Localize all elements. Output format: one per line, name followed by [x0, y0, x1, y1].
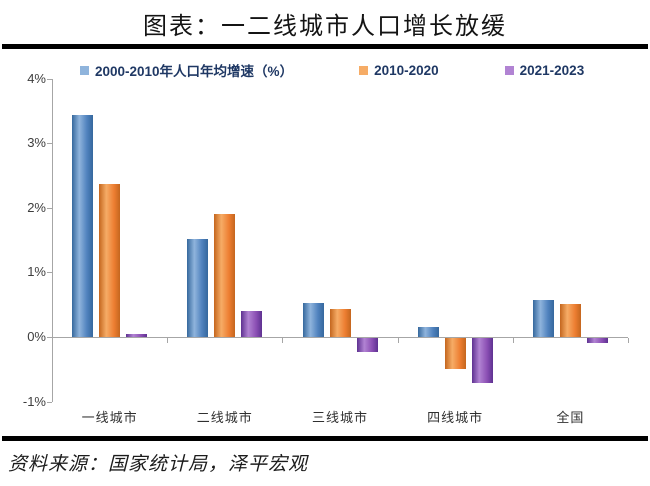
- category-axis-tick: [52, 338, 53, 343]
- bar-0-1: [187, 238, 209, 337]
- x-axis-label: 三线城市: [311, 411, 368, 426]
- y-axis-tick: [47, 143, 52, 145]
- bar-0-4: [532, 300, 554, 337]
- bar-2-2: [356, 338, 378, 352]
- legend-swatch-icon: [80, 65, 89, 75]
- bar-1-3: [444, 338, 466, 369]
- category-axis-tick: [282, 338, 283, 343]
- bar-0-2: [302, 303, 324, 337]
- y-axis-label: 3%: [27, 135, 46, 151]
- legend: 2000-2010年人口年均增速（%） 2010-2020 2021-2023: [80, 60, 584, 80]
- y-axis-label: -1%: [22, 393, 46, 409]
- legend-item: 2021-2023: [504, 62, 585, 78]
- bar-2-3: [471, 338, 493, 384]
- legend-label: 2010-2020: [374, 62, 439, 78]
- category-axis-tick: [513, 338, 514, 343]
- y-axis-tick: [47, 401, 52, 403]
- x-axis-label: 全国: [556, 411, 585, 426]
- legend-item: 2010-2020: [359, 63, 439, 78]
- x-axis-label: 二线城市: [196, 411, 253, 426]
- plot-area: 4% 3% 2% 1% 0% -1% 一线城市 二线城市 三线城市 四线城市 全国: [23, 71, 629, 426]
- chart-title: 图表：一二线城市人口增长放缓: [143, 12, 507, 40]
- bar-1-1: [214, 213, 236, 337]
- bar-2-0: [126, 333, 148, 337]
- legend-item: 2000-2010年人口年均增速（%）: [80, 60, 293, 80]
- y-axis-label: 4%: [27, 70, 46, 86]
- y-axis-tick: [47, 207, 52, 209]
- zero-axis-line: [52, 337, 628, 338]
- y-axis-label: 1%: [27, 264, 46, 280]
- category-axis-tick: [628, 338, 629, 343]
- x-axis-label: 一线城市: [81, 411, 138, 426]
- bar-2-4: [586, 338, 608, 343]
- legend-swatch-icon: [359, 65, 369, 75]
- bar-0-0: [72, 115, 94, 337]
- bar-0-3: [417, 326, 439, 337]
- y-axis-tick: [47, 272, 52, 274]
- category-axis-tick: [167, 338, 168, 343]
- y-axis-tick: [47, 337, 52, 338]
- y-axis-line: [52, 79, 53, 402]
- legend-label: 2000-2010年人口年均增速（%）: [95, 64, 294, 79]
- y-axis-label: 2%: [27, 199, 46, 215]
- source-note: 资料来源：国家统计局，泽平宏观: [8, 453, 309, 475]
- bar-1-4: [559, 304, 581, 337]
- y-axis-tick: [47, 78, 52, 80]
- category-axis-tick: [398, 338, 399, 343]
- bottom-divider: [2, 436, 648, 441]
- bar-1-0: [99, 183, 121, 337]
- bar-1-2: [329, 309, 351, 337]
- bar-2-1: [241, 311, 263, 337]
- legend-label: 2021-2023: [519, 62, 585, 78]
- y-axis-label: 0%: [27, 329, 46, 344]
- x-axis-label: 四线城市: [427, 411, 484, 426]
- top-divider: [2, 44, 648, 49]
- legend-swatch-icon: [504, 65, 514, 75]
